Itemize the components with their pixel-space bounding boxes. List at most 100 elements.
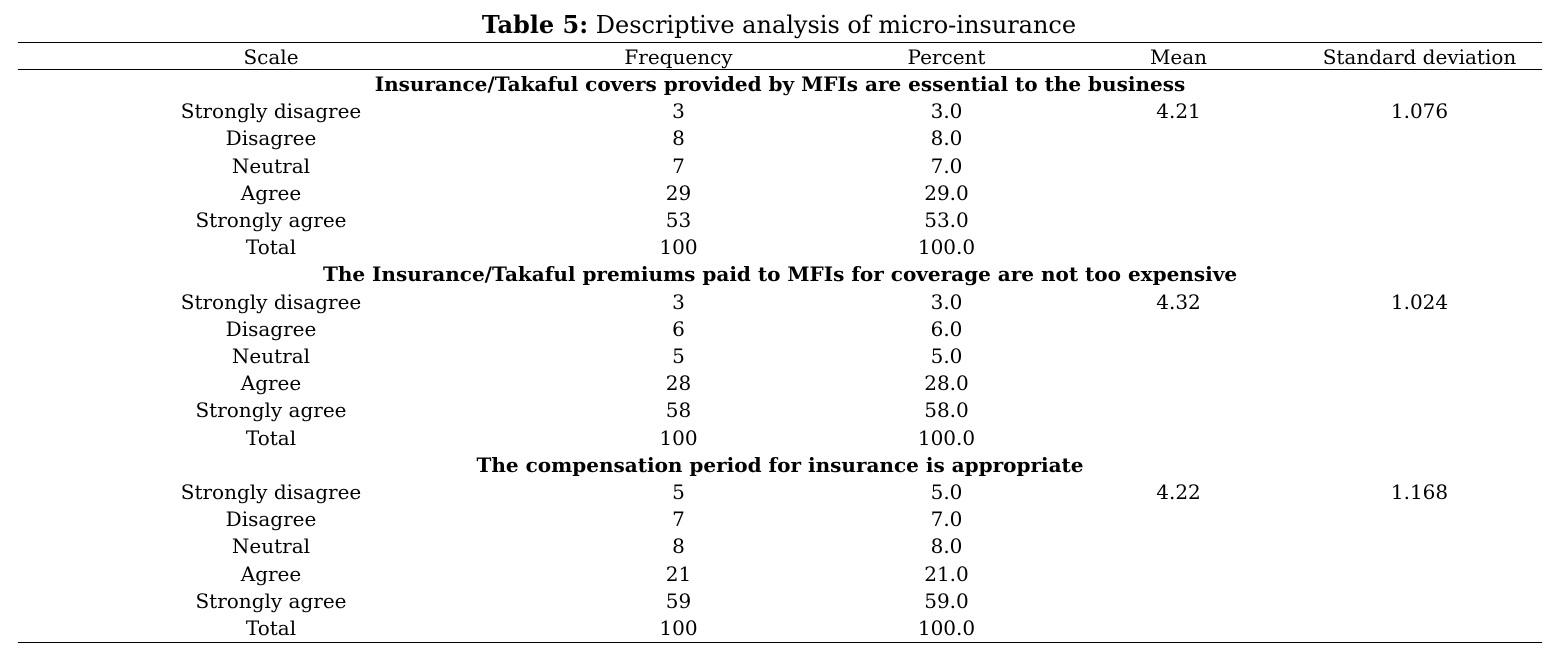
cell-sd	[1297, 180, 1542, 207]
section-title-row: Insurance/Takaful covers provided by MFI…	[18, 71, 1542, 98]
cell-percent: 3.0	[930, 99, 963, 124]
cell-frequency: 5	[672, 344, 685, 369]
cell-scale: Strongly disagree	[180, 99, 362, 124]
cell-sd: 1.024	[1390, 289, 1449, 314]
cell-mean	[1060, 506, 1297, 533]
cell-scale: Neutral	[231, 534, 311, 559]
cell-frequency: 53	[665, 208, 692, 233]
table-row: Disagree 8 8.0	[18, 125, 1542, 152]
cell-sd	[1297, 370, 1542, 397]
cell-frequency: 8	[672, 534, 685, 559]
cell-sd	[1297, 588, 1542, 615]
cell-scale: Strongly agree	[195, 588, 347, 613]
cell-sd	[1297, 316, 1542, 343]
cell-percent: 7.0	[930, 153, 963, 178]
cell-frequency: 29	[665, 180, 692, 205]
cell-mean	[1060, 316, 1297, 343]
cell-scale: Disagree	[225, 316, 317, 341]
cell-sd	[1297, 561, 1542, 588]
table-bottom-rule	[18, 642, 1542, 643]
cell-scale: Neutral	[231, 344, 311, 369]
cell-mean	[1060, 533, 1297, 560]
table-row: Disagree 7 7.0	[18, 506, 1542, 533]
table-row: Strongly agree 58 58.0	[18, 397, 1542, 424]
table-caption-label: Table 5:	[481, 10, 589, 39]
cell-frequency: 21	[665, 561, 692, 586]
cell-sd	[1297, 533, 1542, 560]
cell-scale: Disagree	[225, 126, 317, 151]
cell-percent: 21.0	[924, 561, 969, 586]
table-row: Neutral 5 5.0	[18, 343, 1542, 370]
cell-percent: 59.0	[924, 588, 969, 613]
cell-mean	[1060, 397, 1297, 424]
cell-scale: Disagree	[225, 507, 317, 532]
cell-mean	[1060, 588, 1297, 615]
cell-sd	[1297, 234, 1542, 261]
cell-percent: 100.0	[917, 616, 976, 641]
cell-percent: 8.0	[930, 126, 963, 151]
cell-mean	[1060, 207, 1297, 234]
cell-scale: Total	[245, 235, 297, 260]
table-body: Insurance/Takaful covers provided by MFI…	[18, 71, 1542, 642]
cell-sd	[1297, 506, 1542, 533]
cell-frequency: 100	[659, 425, 698, 450]
table-row: Neutral 7 7.0	[18, 153, 1542, 180]
cell-sd	[1297, 343, 1542, 370]
cell-mean	[1060, 370, 1297, 397]
cell-scale: Agree	[240, 561, 302, 586]
table-top-rule	[18, 42, 1542, 43]
cell-mean	[1060, 561, 1297, 588]
cell-percent: 8.0	[930, 534, 963, 559]
cell-frequency: 5	[672, 480, 685, 505]
cell-percent: 5.0	[930, 480, 963, 505]
cell-scale: Total	[245, 616, 297, 641]
section-title-row: The compensation period for insurance is…	[18, 452, 1542, 479]
column-header-scale: Scale	[243, 45, 299, 69]
cell-scale: Agree	[240, 180, 302, 205]
cell-sd: 1.076	[1390, 99, 1449, 124]
cell-mean: 4.21	[1156, 99, 1201, 124]
cell-frequency: 59	[665, 588, 692, 613]
cell-percent: 58.0	[924, 398, 969, 423]
cell-percent: 29.0	[924, 180, 969, 205]
descriptive-table: Scale Frequency Percent Mean Standard de…	[18, 44, 1542, 642]
section-title: The Insurance/Takaful premiums paid to M…	[322, 262, 1238, 287]
cell-scale: Agree	[240, 371, 302, 396]
table-row: Disagree 6 6.0	[18, 316, 1542, 343]
table-row: Agree 21 21.0	[18, 561, 1542, 588]
cell-sd	[1297, 615, 1542, 642]
cell-frequency: 58	[665, 398, 692, 423]
cell-percent: 3.0	[930, 289, 963, 314]
cell-frequency: 100	[659, 235, 698, 260]
cell-scale: Total	[245, 425, 297, 450]
cell-mean	[1060, 234, 1297, 261]
cell-mean	[1060, 343, 1297, 370]
cell-scale: Strongly disagree	[180, 480, 362, 505]
table-header-rule	[18, 69, 1542, 70]
cell-frequency: 3	[672, 289, 685, 314]
table-row: Neutral 8 8.0	[18, 533, 1542, 560]
column-header-standard-deviation: Standard deviation	[1322, 45, 1517, 69]
column-header-frequency: Frequency	[624, 45, 733, 69]
cell-percent: 6.0	[930, 316, 963, 341]
cell-frequency: 6	[672, 316, 685, 341]
cell-mean: 4.22	[1156, 480, 1201, 505]
cell-percent: 53.0	[924, 208, 969, 233]
cell-scale: Strongly agree	[195, 398, 347, 423]
cell-percent: 100.0	[917, 425, 976, 450]
cell-percent: 5.0	[930, 344, 963, 369]
table-header-row: Scale Frequency Percent Mean Standard de…	[18, 44, 1542, 71]
table-row: Strongly disagree 5 5.0 4.22 1.168	[18, 479, 1542, 506]
table-row: Strongly disagree 3 3.0 4.32 1.024	[18, 289, 1542, 316]
section-title: Insurance/Takaful covers provided by MFI…	[374, 72, 1186, 96]
cell-sd	[1297, 425, 1542, 452]
cell-frequency: 7	[672, 507, 685, 532]
column-header-mean: Mean	[1149, 45, 1208, 69]
cell-mean	[1060, 180, 1297, 207]
table-row: Agree 29 29.0	[18, 180, 1542, 207]
section-title: The compensation period for insurance is…	[476, 452, 1084, 477]
cell-mean	[1060, 125, 1297, 152]
cell-scale: Strongly disagree	[180, 289, 362, 314]
cell-percent: 28.0	[924, 371, 969, 396]
column-header-percent: Percent	[907, 45, 986, 69]
